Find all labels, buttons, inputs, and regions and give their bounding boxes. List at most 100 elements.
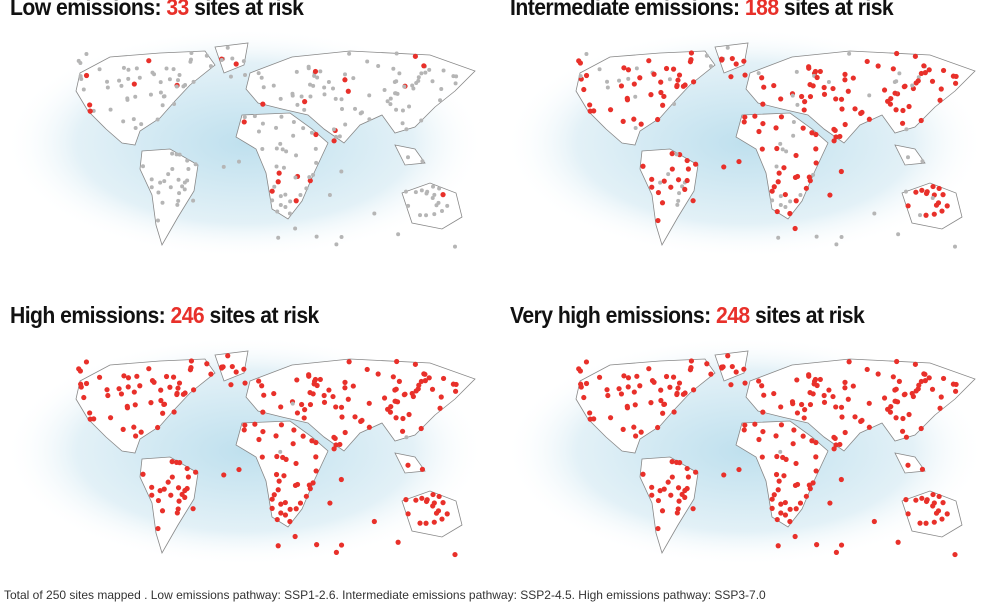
site-dot <box>830 393 836 400</box>
site-dot <box>261 85 266 90</box>
site-dot <box>312 376 319 383</box>
site-dot <box>204 53 209 58</box>
site-dot <box>171 409 177 415</box>
site-dot <box>827 500 833 506</box>
site-dot <box>665 479 671 485</box>
site-dot <box>176 177 181 182</box>
site-dot <box>388 96 393 101</box>
site-dot <box>311 83 316 88</box>
site-dot <box>193 162 198 167</box>
site-dot <box>597 67 602 72</box>
site-dot <box>406 411 412 418</box>
site-dot <box>278 96 283 101</box>
site-dot <box>275 487 281 493</box>
land <box>235 112 329 220</box>
site-dot <box>704 361 710 367</box>
site-dot <box>759 454 765 460</box>
site-dot <box>423 70 428 75</box>
site-dot <box>919 495 925 501</box>
site-dot <box>208 371 214 377</box>
site-dot <box>793 506 799 512</box>
site-dot <box>661 178 667 184</box>
site-dot <box>872 211 877 216</box>
site-dot <box>669 474 675 480</box>
site-dot <box>160 103 165 108</box>
site-dot <box>684 177 690 184</box>
site-dot <box>177 152 182 157</box>
site-dot <box>404 435 409 440</box>
site-dot <box>838 96 845 102</box>
site-dot <box>78 381 84 387</box>
site-dot <box>290 93 295 98</box>
site-dot <box>725 353 731 359</box>
site-dot <box>313 131 319 138</box>
site-dot <box>396 378 402 384</box>
site-dot <box>118 391 125 397</box>
title-prefix: High emissions: <box>10 302 166 328</box>
site-dot <box>938 86 944 92</box>
site-dot <box>281 473 287 479</box>
site-dot <box>802 407 808 413</box>
map-panel: High emissions: 246 sites at risk <box>0 302 490 598</box>
site-dot <box>131 117 136 122</box>
site-dot <box>920 159 925 164</box>
site-dot <box>155 424 161 431</box>
site-dot <box>134 373 140 379</box>
site-dot <box>431 519 437 525</box>
site-dot <box>761 392 767 398</box>
site-dot <box>96 374 103 380</box>
site-dot <box>359 110 364 115</box>
site-dot <box>669 459 675 465</box>
site-dot <box>189 50 194 55</box>
site-dot <box>937 405 943 411</box>
site-dot <box>307 178 313 184</box>
site-dot <box>221 164 226 169</box>
site-dot <box>831 126 837 132</box>
site-dot <box>837 133 843 140</box>
site-dot <box>813 468 819 474</box>
site-dot <box>909 390 915 397</box>
site-dot <box>365 59 370 64</box>
site-dot <box>242 115 247 120</box>
site-dot <box>719 57 725 63</box>
site-dot <box>233 61 239 67</box>
site-dot <box>846 359 852 365</box>
site-dot <box>440 192 446 198</box>
site-dot <box>327 193 332 198</box>
site-dot <box>342 385 348 391</box>
site-dot <box>243 73 248 78</box>
site-dot <box>690 387 697 393</box>
site-dot <box>87 102 93 108</box>
site-dot <box>160 410 166 416</box>
site-dot <box>390 374 396 380</box>
site-dot <box>176 498 182 504</box>
site-dot <box>631 116 637 122</box>
site-dot <box>708 64 713 69</box>
site-dot <box>430 79 435 84</box>
site-dot <box>174 510 180 516</box>
site-dot <box>345 396 351 402</box>
site-dot <box>342 77 348 83</box>
site-dot <box>432 212 437 217</box>
site-dot <box>684 465 690 472</box>
site-dot <box>283 192 288 197</box>
site-dot <box>333 96 338 101</box>
site-dot <box>778 96 784 102</box>
site-dot <box>939 516 945 522</box>
site-dot <box>78 61 83 66</box>
land <box>894 144 926 166</box>
site-dot <box>936 185 942 192</box>
site-dot <box>667 77 672 82</box>
site-dot <box>842 429 848 436</box>
site-dot <box>838 168 844 175</box>
site-dot <box>661 401 667 408</box>
site-dot <box>587 108 593 114</box>
title-suffix: sites at risk <box>209 302 319 328</box>
site-dot <box>802 99 808 105</box>
site-dot <box>175 385 181 391</box>
site-dot <box>330 393 336 400</box>
site-dot <box>655 116 661 123</box>
site-dot <box>850 383 856 389</box>
site-dot <box>659 200 666 206</box>
site-dot <box>839 235 844 240</box>
